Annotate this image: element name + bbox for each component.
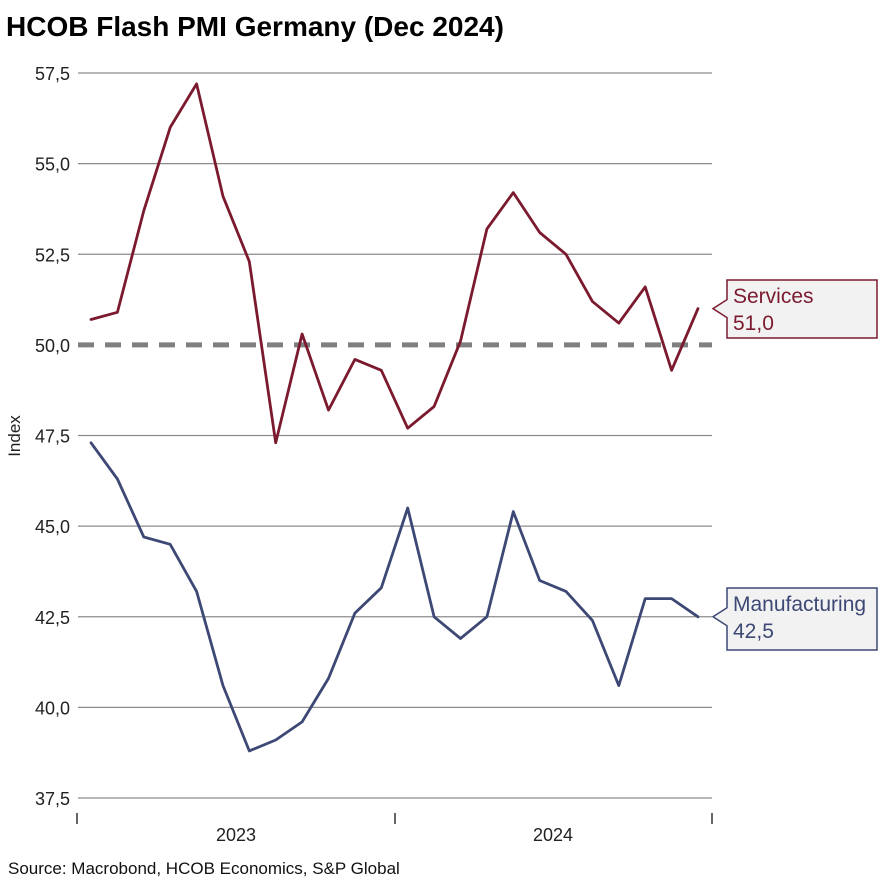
callout-series-name: Services xyxy=(733,285,814,308)
y-tick-label: 47,5 xyxy=(35,427,70,447)
series-lines xyxy=(89,82,700,753)
callout-box-services xyxy=(711,279,878,339)
y-tick-label: 45,0 xyxy=(35,517,70,537)
series-line-services xyxy=(89,82,700,445)
chart-title: HCOB Flash PMI Germany (Dec 2024) xyxy=(6,11,504,42)
callout-series-value: 51,0 xyxy=(733,312,774,335)
callout-series-name: Manufacturing xyxy=(733,593,866,616)
y-tick-label: 42,5 xyxy=(35,608,70,628)
callout-series-value: 42,5 xyxy=(733,620,774,643)
grid-lines xyxy=(78,72,712,799)
y-tick-label: 37,5 xyxy=(35,789,70,809)
y-tick-label: 50,0 xyxy=(35,336,70,356)
series-callouts: Services 51,0 Manufacturing 42,5 xyxy=(711,279,878,651)
y-axis-label: Index xyxy=(5,415,24,457)
x-tick-label: 2023 xyxy=(216,825,256,845)
x-axis: 2023 2024 xyxy=(76,813,713,845)
x-tick-label: 2024 xyxy=(533,825,573,845)
y-tick-label: 57,5 xyxy=(35,64,70,84)
y-axis-tick-labels: 37,5 40,0 42,5 45,0 47,5 50,0 52,5 55,0 57,5 xyxy=(35,64,70,809)
series-line-manufacturing xyxy=(89,441,700,753)
callout-box-manufacturing xyxy=(711,587,878,651)
source-note: Source: Macrobond, HCOB Economics, S&P G… xyxy=(8,859,400,878)
y-tick-label: 52,5 xyxy=(35,245,70,265)
y-tick-label: 55,0 xyxy=(35,155,70,175)
y-tick-label: 40,0 xyxy=(35,698,70,718)
